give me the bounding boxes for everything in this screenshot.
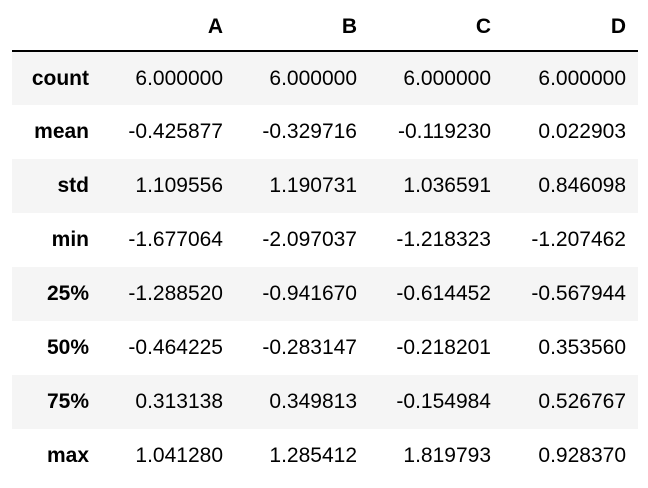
table-cell: 0.022903 bbox=[538, 120, 626, 143]
column-header-a: A bbox=[101, 0, 235, 52]
table-cell: -0.218201 bbox=[396, 336, 491, 359]
table-cell: 0.526767 bbox=[538, 390, 626, 413]
dataframe-describe-output: A B C D count 6.000000 6.000000 6.000000… bbox=[12, 0, 638, 483]
table-cell: -1.677064 bbox=[128, 228, 223, 251]
row-label: mean bbox=[34, 120, 89, 143]
table-row: min -1.677064 -2.097037 -1.218323 -1.207… bbox=[12, 213, 638, 267]
table-row: 50% -0.464225 -0.283147 -0.218201 0.3535… bbox=[12, 321, 638, 375]
table-cell: -2.097037 bbox=[262, 228, 357, 251]
table-cell: 1.190731 bbox=[269, 174, 357, 197]
table-cell: -0.283147 bbox=[262, 336, 357, 359]
table-cell: -0.614452 bbox=[396, 282, 491, 305]
row-label: std bbox=[57, 174, 90, 197]
row-label: min bbox=[51, 228, 89, 251]
column-header-d: D bbox=[503, 0, 638, 52]
table-cell: -0.464225 bbox=[128, 336, 223, 359]
summary-statistics-table: A B C D count 6.000000 6.000000 6.000000… bbox=[12, 0, 638, 483]
table-row: count 6.000000 6.000000 6.000000 6.00000… bbox=[12, 51, 638, 105]
table-cell: -0.941670 bbox=[262, 282, 357, 305]
row-label: 25% bbox=[46, 282, 89, 305]
table-cell: 0.353560 bbox=[538, 336, 626, 359]
table-cell: -1.207462 bbox=[531, 228, 626, 251]
table-cell: -1.218323 bbox=[396, 228, 491, 251]
table-cell: 0.846098 bbox=[538, 174, 626, 197]
table-cell: 6.000000 bbox=[135, 66, 223, 90]
table-row: 75% 0.313138 0.349813 -0.154984 0.526767 bbox=[12, 375, 638, 429]
table-cell: -0.119230 bbox=[397, 120, 491, 143]
row-label: count bbox=[31, 66, 89, 90]
table-cell: 1.109556 bbox=[135, 174, 223, 197]
row-label: 75% bbox=[46, 390, 89, 413]
row-label: 50% bbox=[46, 336, 89, 359]
table-cell: 1.285412 bbox=[269, 444, 357, 467]
table-cell: 6.000000 bbox=[538, 66, 626, 90]
header-row: A B C D bbox=[12, 0, 638, 52]
table-cell: 0.928370 bbox=[538, 444, 626, 467]
table-body: count 6.000000 6.000000 6.000000 6.00000… bbox=[12, 51, 638, 483]
table-cell: -1.288520 bbox=[128, 282, 223, 305]
table-cell: 1.041280 bbox=[135, 444, 223, 467]
table-header: A B C D bbox=[12, 0, 638, 52]
column-header-c: C bbox=[369, 0, 503, 52]
table-cell: 1.819793 bbox=[403, 444, 491, 467]
table-cell: 1.036591 bbox=[403, 174, 491, 197]
table-cell: 6.000000 bbox=[403, 66, 491, 90]
table-row: max 1.041280 1.285412 1.819793 0.928370 bbox=[12, 429, 638, 483]
table-cell: -0.425877 bbox=[128, 120, 223, 143]
table-row: std 1.109556 1.190731 1.036591 0.846098 bbox=[12, 159, 638, 213]
table-cell: 6.000000 bbox=[269, 66, 357, 90]
column-header-b: B bbox=[235, 0, 369, 52]
index-header-cell bbox=[12, 0, 101, 52]
table-cell: -0.154984 bbox=[396, 390, 491, 413]
table-cell: 0.313138 bbox=[135, 390, 223, 413]
row-label: max bbox=[46, 444, 89, 467]
table-row: mean -0.425877 -0.329716 -0.119230 0.022… bbox=[12, 105, 638, 159]
table-cell: -0.567944 bbox=[531, 282, 626, 305]
table-cell: 0.349813 bbox=[269, 390, 357, 413]
table-cell: -0.329716 bbox=[262, 120, 357, 143]
table-row: 25% -1.288520 -0.941670 -0.614452 -0.567… bbox=[12, 267, 638, 321]
